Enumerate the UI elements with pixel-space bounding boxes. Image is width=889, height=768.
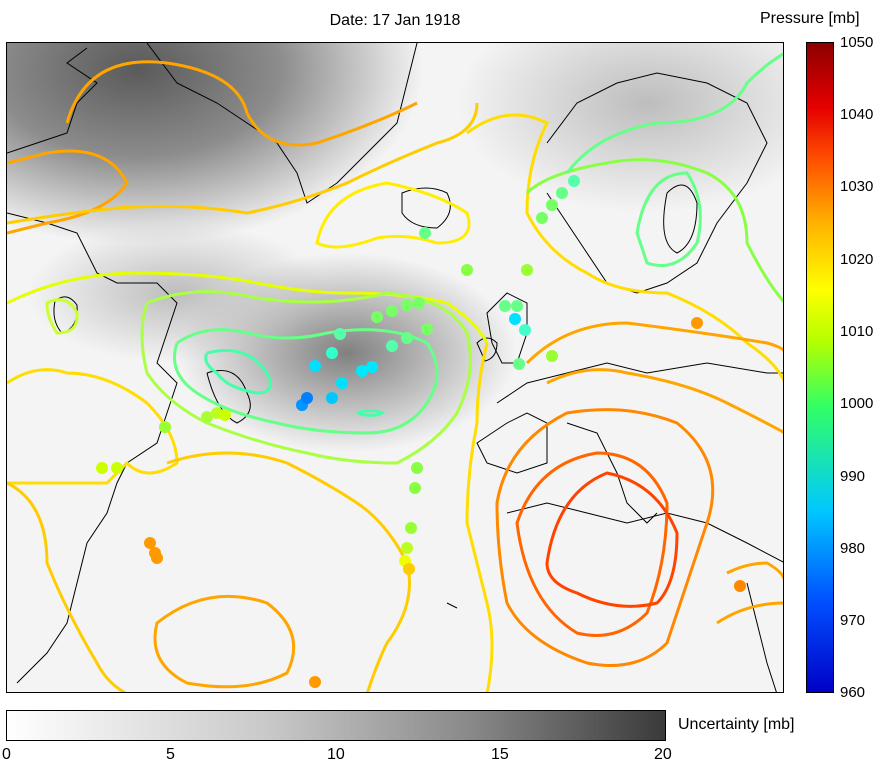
uncertainty-tick: 10 <box>327 746 345 763</box>
pressure-colorbar-label: Pressure [mb] <box>760 10 860 27</box>
pressure-tick: 1010 <box>840 323 874 340</box>
pressure-tick: 1000 <box>840 395 874 412</box>
pressure-tick: 960 <box>840 684 866 701</box>
isobars <box>7 52 783 692</box>
pressure-tick: 1050 <box>840 34 874 51</box>
station-observations <box>96 175 746 688</box>
uncertainty-colorbar-label: Uncertainty [mb] <box>678 716 795 733</box>
uncertainty-tick: 15 <box>491 746 509 763</box>
pressure-tick: 970 <box>840 612 866 629</box>
pressure-tick: 1040 <box>840 106 874 123</box>
uncertainty-tick: 0 <box>2 746 11 763</box>
coastlines <box>7 43 783 692</box>
pressure-tick: 990 <box>840 468 866 485</box>
uncertainty-tick: 20 <box>654 746 672 763</box>
pressure-colorbar <box>806 42 834 693</box>
pressure-tick: 980 <box>840 540 866 557</box>
uncertainty-tick: 5 <box>166 746 175 763</box>
pressure-tick: 1030 <box>840 178 874 195</box>
pressure-map <box>6 42 784 693</box>
map-title: Date: 17 Jan 1918 <box>329 12 461 29</box>
uncertainty-colorbar <box>6 710 666 741</box>
pressure-tick: 1020 <box>840 251 874 268</box>
